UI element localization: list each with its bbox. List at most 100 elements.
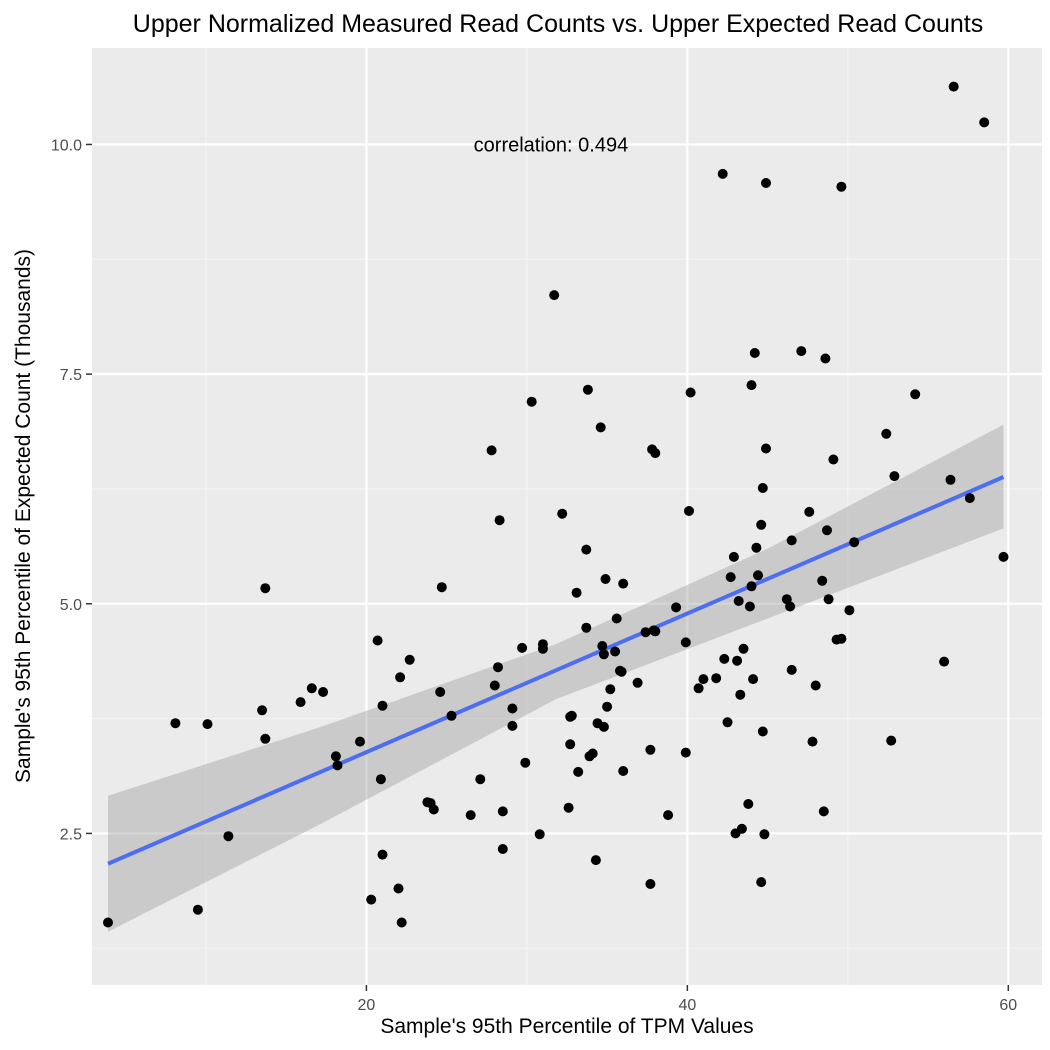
- data-point: [598, 721, 609, 732]
- data-point: [732, 655, 743, 666]
- data-point: [836, 633, 847, 644]
- data-point: [807, 736, 818, 747]
- data-point: [618, 578, 629, 589]
- data-point: [822, 525, 832, 536]
- data-point: [377, 700, 388, 711]
- data-point: [260, 733, 271, 744]
- x-tick-label: 60: [999, 997, 1017, 1014]
- y-axis-title: Sample's 95th Percentile of Expected Cou…: [12, 249, 35, 783]
- data-point: [446, 710, 457, 721]
- data-point: [736, 823, 747, 834]
- data-point: [785, 601, 796, 612]
- data-point: [671, 602, 682, 613]
- data-point: [375, 774, 386, 785]
- data-point: [738, 643, 749, 654]
- data-point: [823, 594, 834, 605]
- data-point: [573, 766, 584, 777]
- data-points-layer: [103, 81, 1009, 928]
- data-point: [945, 474, 956, 485]
- data-point: [404, 654, 415, 665]
- data-point: [786, 664, 797, 675]
- data-point: [616, 666, 627, 677]
- y-tick-label: 10.0: [51, 137, 82, 154]
- data-point: [493, 662, 503, 673]
- data-point: [751, 542, 762, 553]
- data-point: [818, 806, 829, 817]
- data-point: [597, 641, 608, 651]
- data-point: [748, 674, 759, 685]
- plot-panel: [92, 48, 1042, 985]
- y-tick-label: 2.5: [60, 826, 82, 843]
- data-point: [948, 81, 959, 92]
- data-point: [645, 744, 656, 755]
- data-point: [318, 687, 329, 697]
- data-point: [497, 806, 508, 817]
- data-point: [844, 605, 855, 616]
- data-point: [436, 582, 447, 593]
- x-tick-label: 40: [678, 997, 696, 1014]
- data-point: [640, 627, 651, 638]
- x-tick-label: 20: [358, 997, 376, 1014]
- data-point: [786, 535, 797, 546]
- data-point: [475, 774, 486, 785]
- data-point: [749, 348, 760, 358]
- data-point: [306, 683, 317, 694]
- data-point: [537, 643, 548, 654]
- data-point: [810, 680, 821, 691]
- data-point: [910, 389, 921, 400]
- data-point: [759, 829, 770, 840]
- data-point: [103, 917, 113, 928]
- data-point: [753, 570, 763, 581]
- data-point: [489, 680, 500, 691]
- data-point: [610, 646, 621, 657]
- minor-gridlines: [92, 48, 1042, 985]
- data-point: [428, 804, 439, 815]
- data-point: [465, 810, 476, 821]
- data-point: [746, 380, 757, 391]
- data-point: [746, 581, 757, 592]
- data-point: [170, 718, 181, 729]
- data-point: [964, 493, 975, 504]
- y-tick-label: 5.0: [60, 597, 82, 614]
- data-point: [582, 384, 593, 395]
- data-point: [598, 649, 609, 660]
- data-point: [719, 653, 730, 664]
- data-point: [663, 810, 674, 821]
- data-point: [756, 877, 767, 888]
- data-point: [632, 677, 643, 688]
- data-point: [257, 705, 268, 716]
- y-axis-ticks: 2.5 5.0 7.5 10.0: [51, 137, 92, 843]
- data-point: [395, 672, 406, 683]
- data-point: [377, 849, 388, 860]
- data-point: [828, 454, 839, 465]
- data-point: [728, 551, 739, 562]
- data-point: [595, 422, 606, 433]
- data-point: [605, 684, 616, 695]
- data-point: [757, 483, 768, 493]
- x-axis-ticks: 20 40 60: [358, 985, 1017, 1014]
- data-point: [804, 506, 815, 517]
- data-point: [756, 519, 767, 530]
- data-point: [566, 710, 577, 721]
- data-point: [507, 703, 518, 714]
- data-point: [355, 736, 365, 747]
- data-point: [744, 601, 755, 612]
- data-point: [743, 799, 754, 809]
- data-point: [295, 697, 306, 708]
- chart-title: Upper Normalized Measured Read Counts vs…: [133, 10, 983, 38]
- data-point: [526, 396, 537, 407]
- data-point: [849, 537, 860, 548]
- data-point: [590, 855, 601, 866]
- x-axis-title: Sample's 95th Percentile of TPM Values: [380, 1015, 753, 1038]
- data-point: [796, 346, 807, 357]
- data-point: [733, 596, 744, 606]
- y-tick-label: 7.5: [60, 367, 82, 384]
- major-gridlines: [92, 48, 1042, 985]
- data-point: [685, 387, 696, 398]
- data-point: [711, 673, 722, 684]
- data-point: [507, 720, 518, 731]
- correlation-annotation: correlation: 0.494: [474, 134, 629, 156]
- data-point: [332, 760, 343, 771]
- data-point: [602, 701, 613, 712]
- data-point: [680, 637, 691, 648]
